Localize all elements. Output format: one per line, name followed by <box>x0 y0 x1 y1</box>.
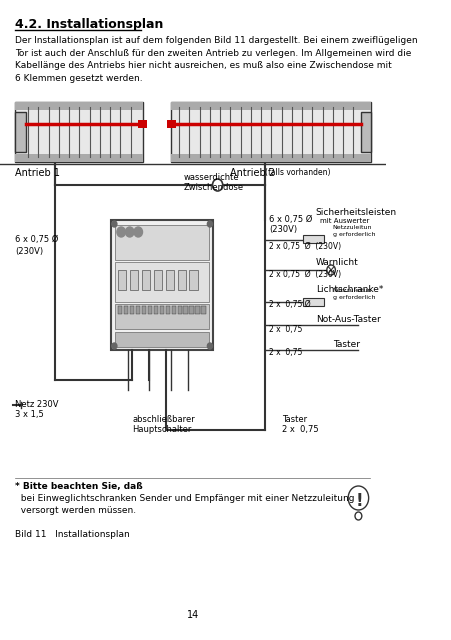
Bar <box>167 120 175 128</box>
Bar <box>135 306 140 314</box>
Text: Lichtschranke*: Lichtschranke* <box>315 285 382 294</box>
Bar <box>170 102 370 162</box>
Text: versorgt werden müssen.: versorgt werden müssen. <box>15 506 136 515</box>
Circle shape <box>111 343 117 349</box>
Circle shape <box>125 227 133 237</box>
Bar <box>170 154 370 162</box>
Bar <box>165 270 174 290</box>
Bar <box>141 270 150 290</box>
Text: (falls vorhanden): (falls vorhanden) <box>264 168 329 177</box>
Bar <box>177 270 186 290</box>
Circle shape <box>117 227 125 237</box>
Text: Taster: Taster <box>281 415 306 424</box>
Text: Der Installationsplan ist auf dem folgenden Bild 11 dargestellt. Bei einem zweif: Der Installationsplan ist auf dem folgen… <box>15 36 417 83</box>
Text: 3 x 1,5: 3 x 1,5 <box>15 410 44 419</box>
Text: 4.2. Installationsplan: 4.2. Installationsplan <box>15 18 163 31</box>
Bar <box>153 270 162 290</box>
Circle shape <box>207 343 212 349</box>
Text: Bild 11   Installationsplan: Bild 11 Installationsplan <box>15 530 130 539</box>
Circle shape <box>111 221 117 227</box>
Text: 2 x 0,75  Ø  (230V): 2 x 0,75 Ø (230V) <box>268 270 340 279</box>
Text: g erforderlich: g erforderlich <box>332 295 374 300</box>
Bar <box>183 306 187 314</box>
Bar <box>195 306 199 314</box>
Text: 6 x 0,75 Ø: 6 x 0,75 Ø <box>268 215 312 224</box>
Text: abschließbarer: abschließbarer <box>132 415 194 424</box>
Bar <box>189 306 193 314</box>
Bar <box>201 306 205 314</box>
Bar <box>115 262 209 302</box>
Bar <box>129 306 133 314</box>
Bar <box>110 220 213 350</box>
Text: Not-Aus-Taster: Not-Aus-Taster <box>315 315 380 324</box>
Text: 2 x  0,75: 2 x 0,75 <box>268 348 302 357</box>
Bar <box>115 332 209 347</box>
Text: 2 x  0,75: 2 x 0,75 <box>281 425 318 434</box>
Bar <box>189 270 198 290</box>
Circle shape <box>207 221 212 227</box>
Text: mit Auswerter: mit Auswerter <box>319 218 368 224</box>
Bar <box>141 306 146 314</box>
Text: Warnlicht: Warnlicht <box>315 258 358 267</box>
Bar <box>159 306 163 314</box>
Text: Antrieb 1: Antrieb 1 <box>15 168 60 178</box>
Text: 6 x 0,75 Ø: 6 x 0,75 Ø <box>15 235 59 244</box>
Bar <box>153 306 157 314</box>
Bar <box>15 154 143 162</box>
Text: 2 x  0,75 Ø: 2 x 0,75 Ø <box>268 300 310 309</box>
Text: 2 x  0,75: 2 x 0,75 <box>268 325 302 334</box>
Bar <box>170 102 370 110</box>
Bar <box>177 306 181 314</box>
Text: Netzzuleitun: Netzzuleitun <box>332 288 372 293</box>
Bar <box>15 112 26 152</box>
Text: * Bitte beachten Sie, daß: * Bitte beachten Sie, daß <box>15 482 143 491</box>
Text: Sicherheitsleisten: Sicherheitsleisten <box>315 208 396 217</box>
Circle shape <box>326 265 335 275</box>
Bar <box>147 306 152 314</box>
Text: Taster: Taster <box>332 340 359 349</box>
Bar <box>115 225 209 260</box>
Text: !: ! <box>355 492 363 510</box>
Text: Netz 230V: Netz 230V <box>15 400 59 409</box>
Text: (230V): (230V) <box>15 247 43 256</box>
Bar <box>118 306 122 314</box>
Bar <box>124 306 128 314</box>
Text: bei Einweglichtschranken Sender und Empfänger mit einer Netzzuleitung: bei Einweglichtschranken Sender und Empf… <box>15 494 354 503</box>
Text: Netzzuleitun: Netzzuleitun <box>332 225 372 230</box>
Circle shape <box>354 512 361 520</box>
Bar <box>115 304 209 329</box>
Circle shape <box>133 227 142 237</box>
Bar <box>138 120 147 128</box>
Text: g erforderlich: g erforderlich <box>332 232 374 237</box>
Bar <box>171 306 175 314</box>
Circle shape <box>347 486 368 510</box>
Bar <box>129 270 138 290</box>
Text: wasserdichte: wasserdichte <box>183 173 239 182</box>
Bar <box>15 102 143 162</box>
Bar <box>302 298 323 306</box>
Bar <box>302 235 323 243</box>
Text: Hauptschalter: Hauptschalter <box>132 425 191 434</box>
Text: 2 x 0,75  Ø  (230V): 2 x 0,75 Ø (230V) <box>268 242 340 251</box>
Text: (230V): (230V) <box>268 225 296 234</box>
Bar <box>15 102 143 110</box>
Circle shape <box>212 179 222 191</box>
Text: Antrieb 2: Antrieb 2 <box>230 168 275 178</box>
Text: 14: 14 <box>186 610 198 620</box>
Bar <box>360 112 370 152</box>
Bar <box>165 306 170 314</box>
Bar <box>118 270 126 290</box>
Text: Zwischendose: Zwischendose <box>183 183 243 192</box>
